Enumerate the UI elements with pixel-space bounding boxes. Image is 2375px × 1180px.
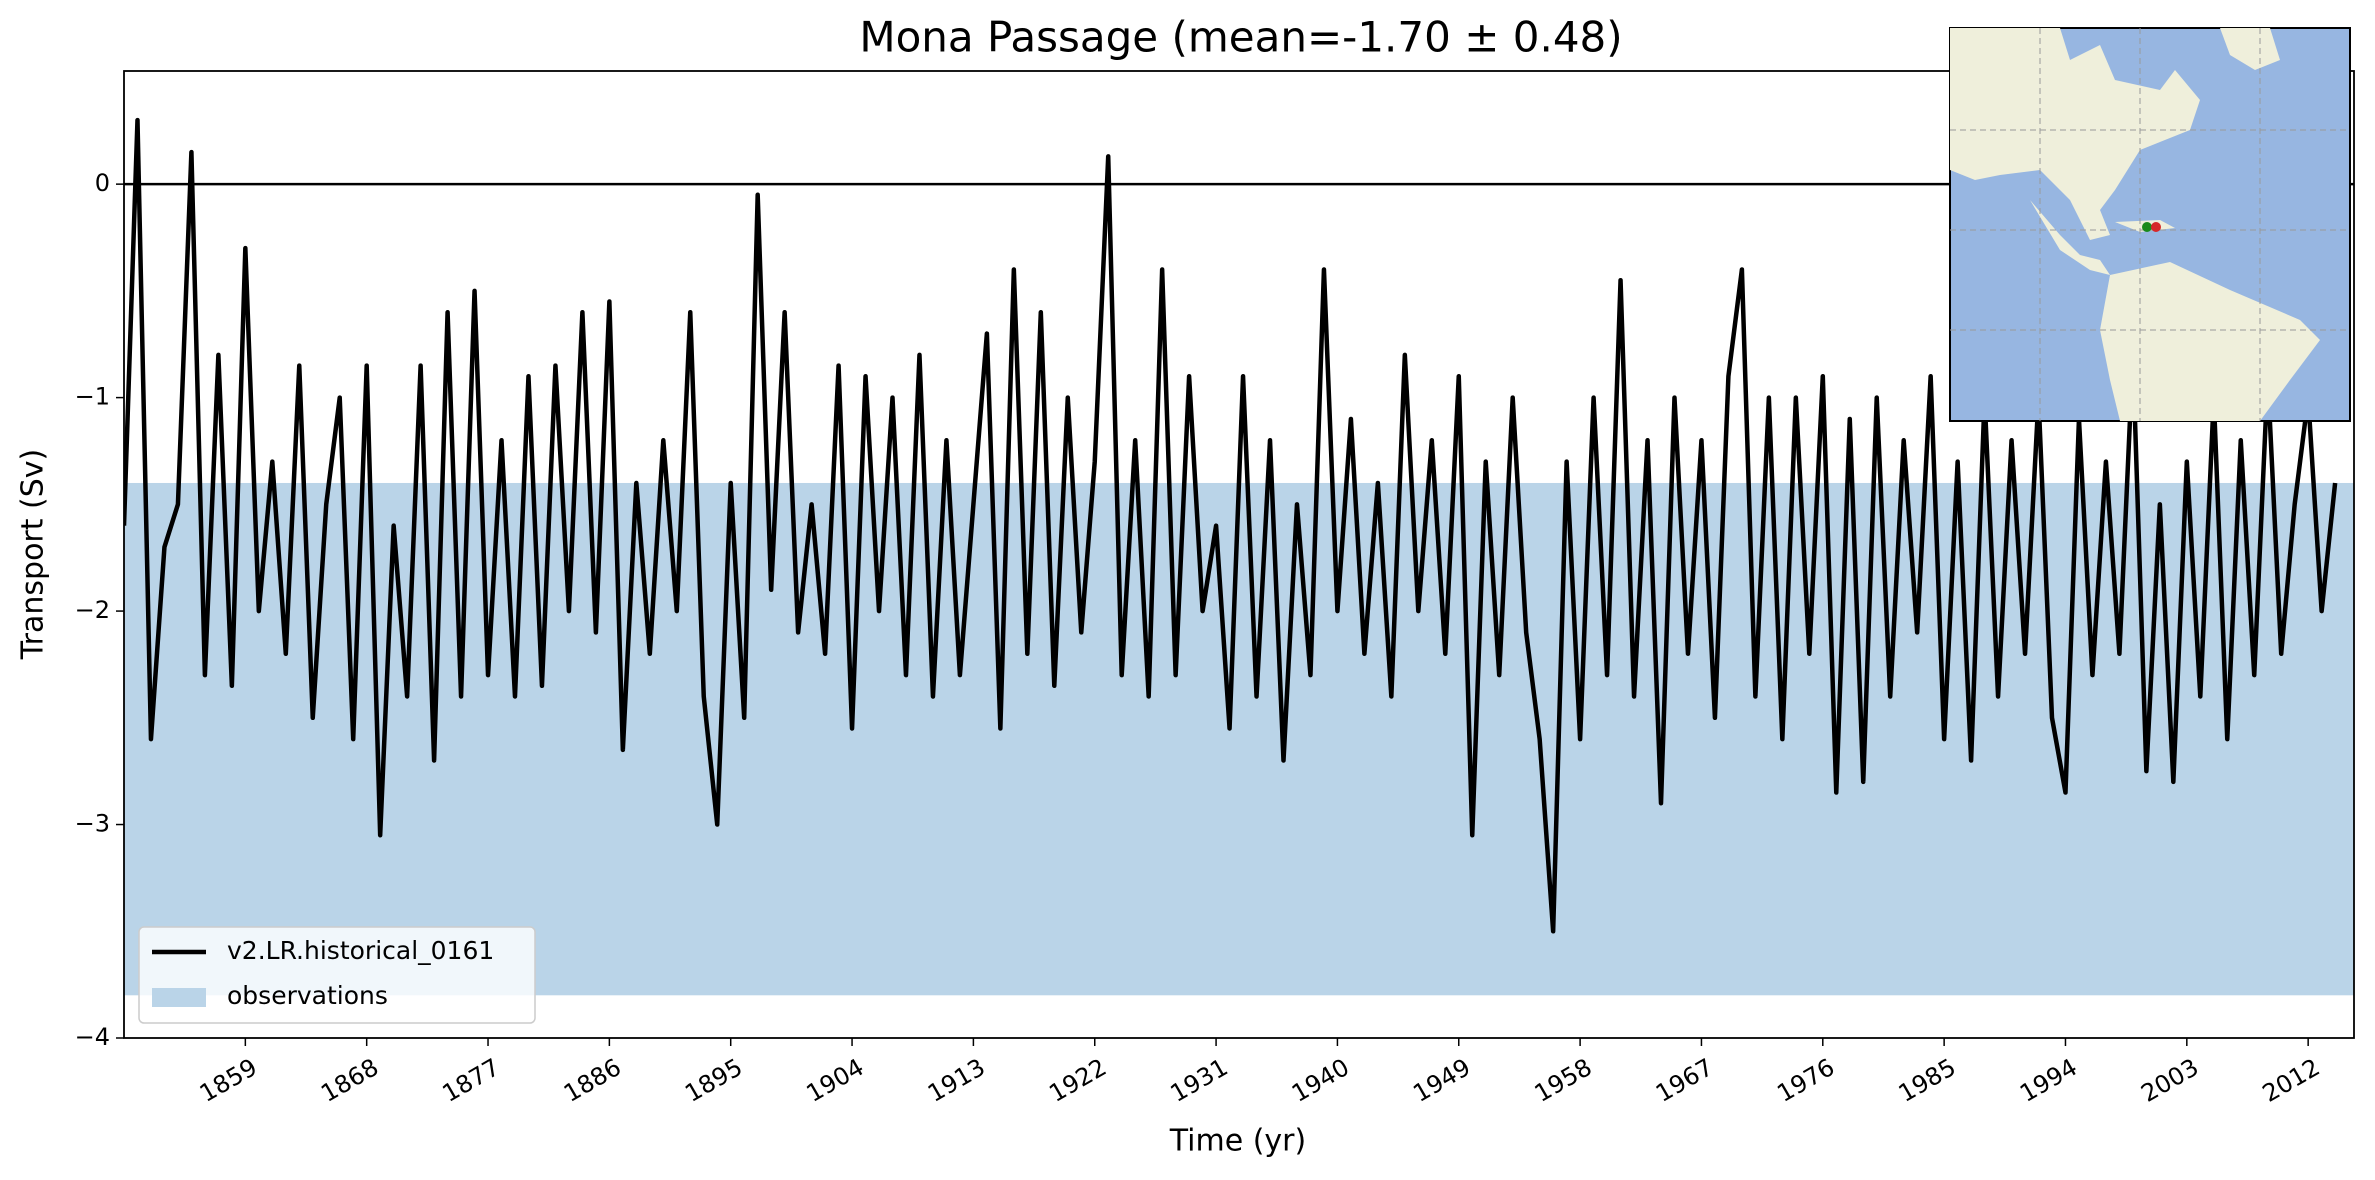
chart-title: Mona Passage (mean=-1.70 ± 0.48) — [859, 13, 1622, 62]
map-marker — [2151, 222, 2161, 232]
plot-frame — [123, 70, 2355, 1039]
x-tick-label: 1949 — [1408, 1053, 1475, 1108]
x-tick-label: 1886 — [559, 1053, 626, 1108]
x-tick-label: 1940 — [1287, 1053, 1354, 1108]
x-tick-label: 1877 — [438, 1053, 505, 1108]
x-tick-label: 1868 — [316, 1053, 383, 1108]
legend-patch — [152, 988, 206, 1007]
legend-label: observations — [227, 981, 388, 1010]
legend: v2.LR.historical_0161 observations — [138, 926, 536, 1024]
y-tick-label: 0 — [95, 169, 110, 197]
inset-map — [1949, 27, 2351, 422]
x-tick-label: 1976 — [1772, 1053, 1839, 1108]
map-land — [2100, 262, 2320, 421]
map-land — [1950, 28, 2200, 240]
x-tick-label: 1958 — [1530, 1053, 1597, 1108]
map-land — [2030, 200, 2110, 275]
x-tick-label: 1931 — [1166, 1053, 1233, 1108]
x-tick-label: 1985 — [1894, 1053, 1961, 1108]
map-land — [2220, 28, 2280, 70]
y-axis-label: Transport (Sv) — [16, 449, 51, 661]
y-tick-label: −3 — [75, 810, 110, 838]
x-tick-label: 1922 — [1044, 1053, 1111, 1108]
legend-box — [138, 926, 536, 1024]
x-axis-label: Time (yr) — [1169, 1124, 1306, 1159]
x-tick-label: 1859 — [195, 1053, 262, 1108]
plot-area: −4 −3 −2 −1 0 1859 1868 1877 1886 1895 1904 1913 192… — [75, 70, 2355, 1108]
y-tick-label: −4 — [75, 1023, 110, 1051]
x-tick-label: 1967 — [1651, 1053, 1718, 1108]
data-line — [124, 117, 2338, 934]
x-tick-label: 2003 — [2136, 1053, 2203, 1108]
y-tick-label: −2 — [75, 596, 110, 624]
x-tick-label: 1994 — [2015, 1053, 2082, 1108]
x-tick-label: 1895 — [680, 1053, 747, 1108]
x-tick-label: 1904 — [802, 1053, 869, 1108]
y-tick-label: −1 — [75, 383, 110, 411]
map-marker — [2142, 222, 2152, 232]
x-tick-label: 1913 — [923, 1053, 990, 1108]
x-tick-label: 2012 — [2258, 1053, 2325, 1108]
legend-label: v2.LR.historical_0161 — [227, 936, 494, 965]
